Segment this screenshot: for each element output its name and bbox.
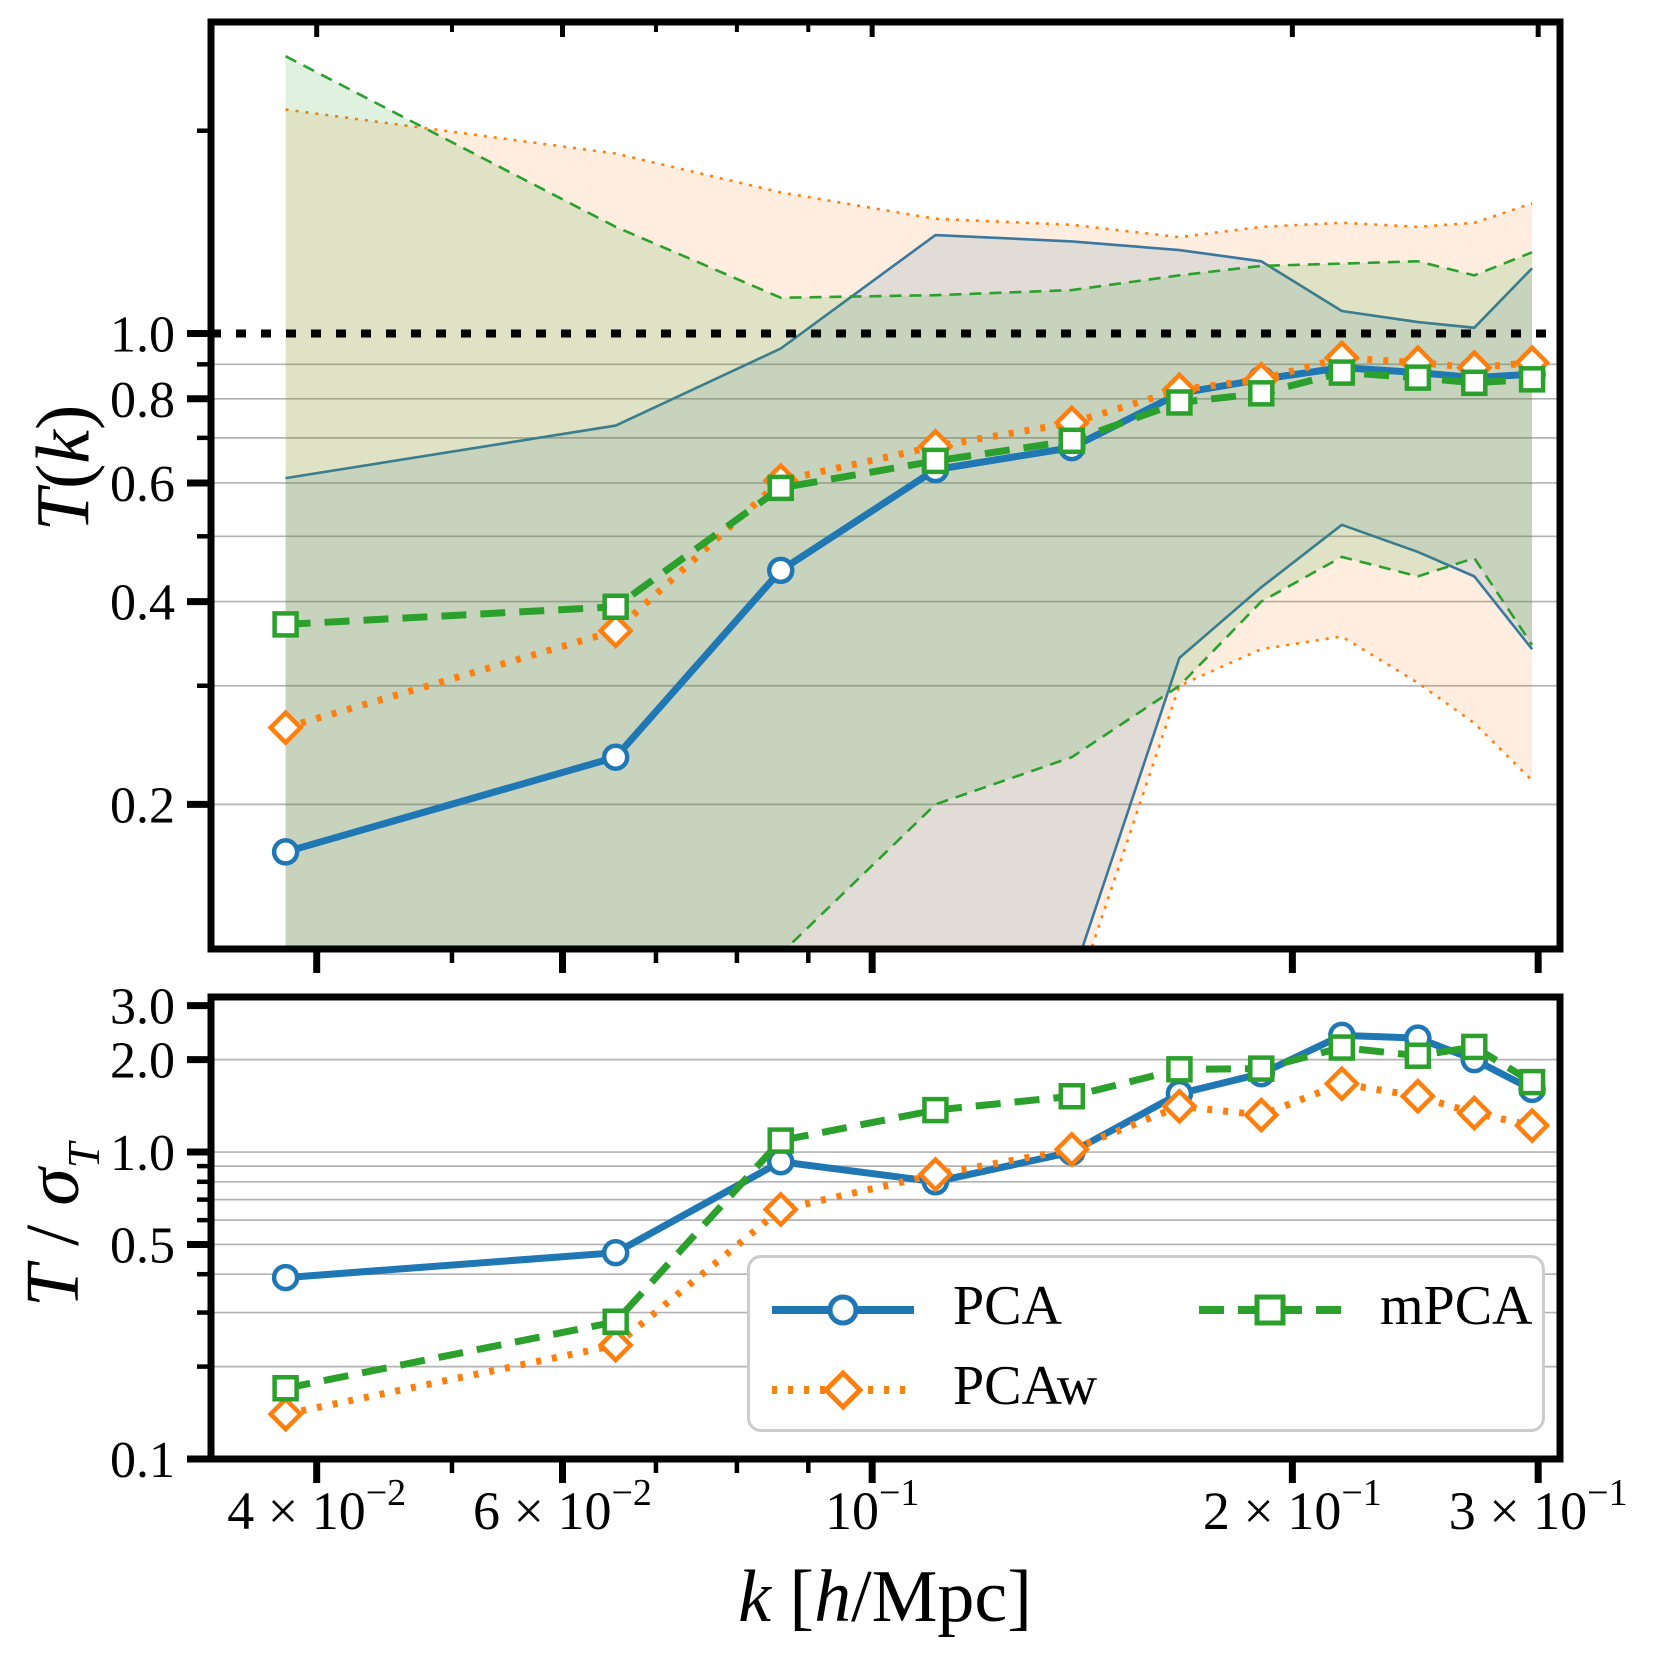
diamond-marker	[1323, 1065, 1361, 1102]
diamond-marker	[1053, 1131, 1090, 1168]
x-tick-label: 10−1	[825, 1472, 919, 1541]
square-marker	[922, 1096, 949, 1124]
x-tick-label: 4 × 10−2	[227, 1472, 406, 1541]
band-envelope-line	[285, 55, 1533, 300]
y-tick-label: 1.0	[110, 307, 175, 364]
gridlines	[211, 363, 1560, 806]
circle-marker	[271, 1263, 300, 1292]
x-axis-ticks	[313, 22, 1542, 973]
mpca-legend-line-icon	[1199, 1294, 1341, 1326]
x-tick-label: 6 × 10−2	[473, 1472, 652, 1541]
y-tick-label: 0.6	[110, 456, 175, 513]
legend-label-pcaw: PCAw	[953, 1355, 1098, 1417]
pca-legend-line-icon	[772, 1294, 914, 1326]
y-tick-label: 0.4	[110, 575, 175, 632]
bottom-y-axis-label: T / σT	[11, 1142, 109, 1308]
x-axis-ticks: 4 × 10−2 6 × 10−2 10−1 2 × 10−1 3 × 10−1	[227, 1459, 1628, 1541]
square-marker	[602, 1308, 629, 1335]
axes-spines	[207, 993, 1564, 1463]
square-marker	[1328, 1034, 1356, 1061]
circle-marker	[766, 556, 795, 585]
square-marker	[602, 593, 629, 621]
mpca-markers	[272, 1033, 1546, 1402]
band-fill	[285, 235, 1533, 949]
circle-marker	[601, 743, 630, 771]
y-axis-ticks: 1.0 0.8 0.6 0.4 0.2	[110, 128, 211, 834]
diamond-marker	[1243, 1096, 1280, 1134]
x-tick-label: 2 × 10−1	[1203, 1472, 1382, 1541]
legend-diamond-marker	[822, 1369, 864, 1411]
square-marker	[1058, 1082, 1086, 1110]
diamond-marker	[597, 612, 634, 649]
pcaw-legend-line-icon	[772, 1369, 914, 1411]
bottom-panel: 3.02.0 1.0 0.5 0.1 4 × 10−2 6 × 10−2 10−1 2 × 1…	[110, 979, 1628, 1541]
legend-entry-mpca: mPCA	[1195, 1275, 1535, 1340]
legend-label-mpca: mPCA	[1380, 1275, 1533, 1337]
y-tick-label: 2.0	[110, 1033, 175, 1090]
square-marker	[1461, 1033, 1488, 1061]
diamond-marker	[267, 1395, 304, 1433]
diamond-marker	[267, 709, 304, 746]
legend-square-marker	[1254, 1294, 1286, 1326]
y-tick-label: 1.0	[110, 1125, 175, 1182]
y-tick-label: 0.1	[110, 1432, 175, 1489]
y-tick-label: 3.0	[110, 979, 175, 1036]
square-marker	[272, 611, 299, 638]
square-marker	[1248, 380, 1275, 407]
diamond-marker	[1399, 1078, 1437, 1115]
square-marker	[1058, 427, 1086, 455]
y-tick-label: 0.8	[110, 372, 175, 429]
top-panel: 1.0 0.8 0.6 0.4 0.2	[110, 18, 1564, 973]
square-marker	[1328, 359, 1356, 386]
band-envelope-line	[285, 108, 1533, 239]
top-y-axis-label: T(k)	[21, 404, 106, 532]
legend-entry-pcaw: PCAw	[768, 1355, 1148, 1420]
square-marker	[922, 447, 949, 475]
circle-marker	[271, 838, 300, 866]
square-marker	[1518, 366, 1546, 393]
square-marker	[1518, 1068, 1546, 1096]
circle-marker	[601, 1238, 630, 1267]
legend-entry-pca: PCA	[768, 1275, 1148, 1340]
mpca-markers	[272, 359, 1546, 638]
diamond-marker	[1161, 1088, 1198, 1125]
band-envelope-line	[285, 233, 1534, 480]
square-marker	[1166, 1056, 1193, 1083]
pca-markers	[271, 1021, 1546, 1292]
diamond-marker	[1456, 1094, 1493, 1132]
legend-label-pca: PCA	[953, 1275, 1062, 1337]
confidence-bands	[285, 55, 1534, 949]
square-marker	[1166, 389, 1193, 416]
band-envelope-line	[1080, 523, 1534, 949]
square-marker	[1404, 364, 1432, 391]
band-fill	[285, 56, 1533, 949]
square-marker	[1248, 1055, 1275, 1082]
square-marker	[767, 474, 794, 502]
y-tick-label: 0.2	[110, 777, 175, 834]
band-fill	[285, 109, 1533, 949]
square-marker	[1404, 1042, 1432, 1069]
y-tick-label: 0.5	[110, 1217, 175, 1274]
legend-circle-marker	[827, 1294, 859, 1326]
x-tick-label: 3 × 10−1	[1449, 1472, 1628, 1541]
diamond-marker	[597, 1326, 634, 1364]
diamond-marker	[917, 1156, 954, 1193]
square-marker	[767, 1127, 794, 1154]
pcaw-markers	[267, 1065, 1551, 1433]
square-marker	[1461, 369, 1488, 397]
legend-box: PCA PCAw mPCA	[747, 1255, 1545, 1432]
diamond-marker	[1513, 1107, 1551, 1144]
x-axis-label: k [h/Mpc]	[738, 1556, 1032, 1638]
square-marker	[272, 1375, 299, 1402]
diamond-marker	[762, 1191, 799, 1228]
y-axis-ticks: 3.02.0 1.0 0.5 0.1	[110, 979, 211, 1489]
